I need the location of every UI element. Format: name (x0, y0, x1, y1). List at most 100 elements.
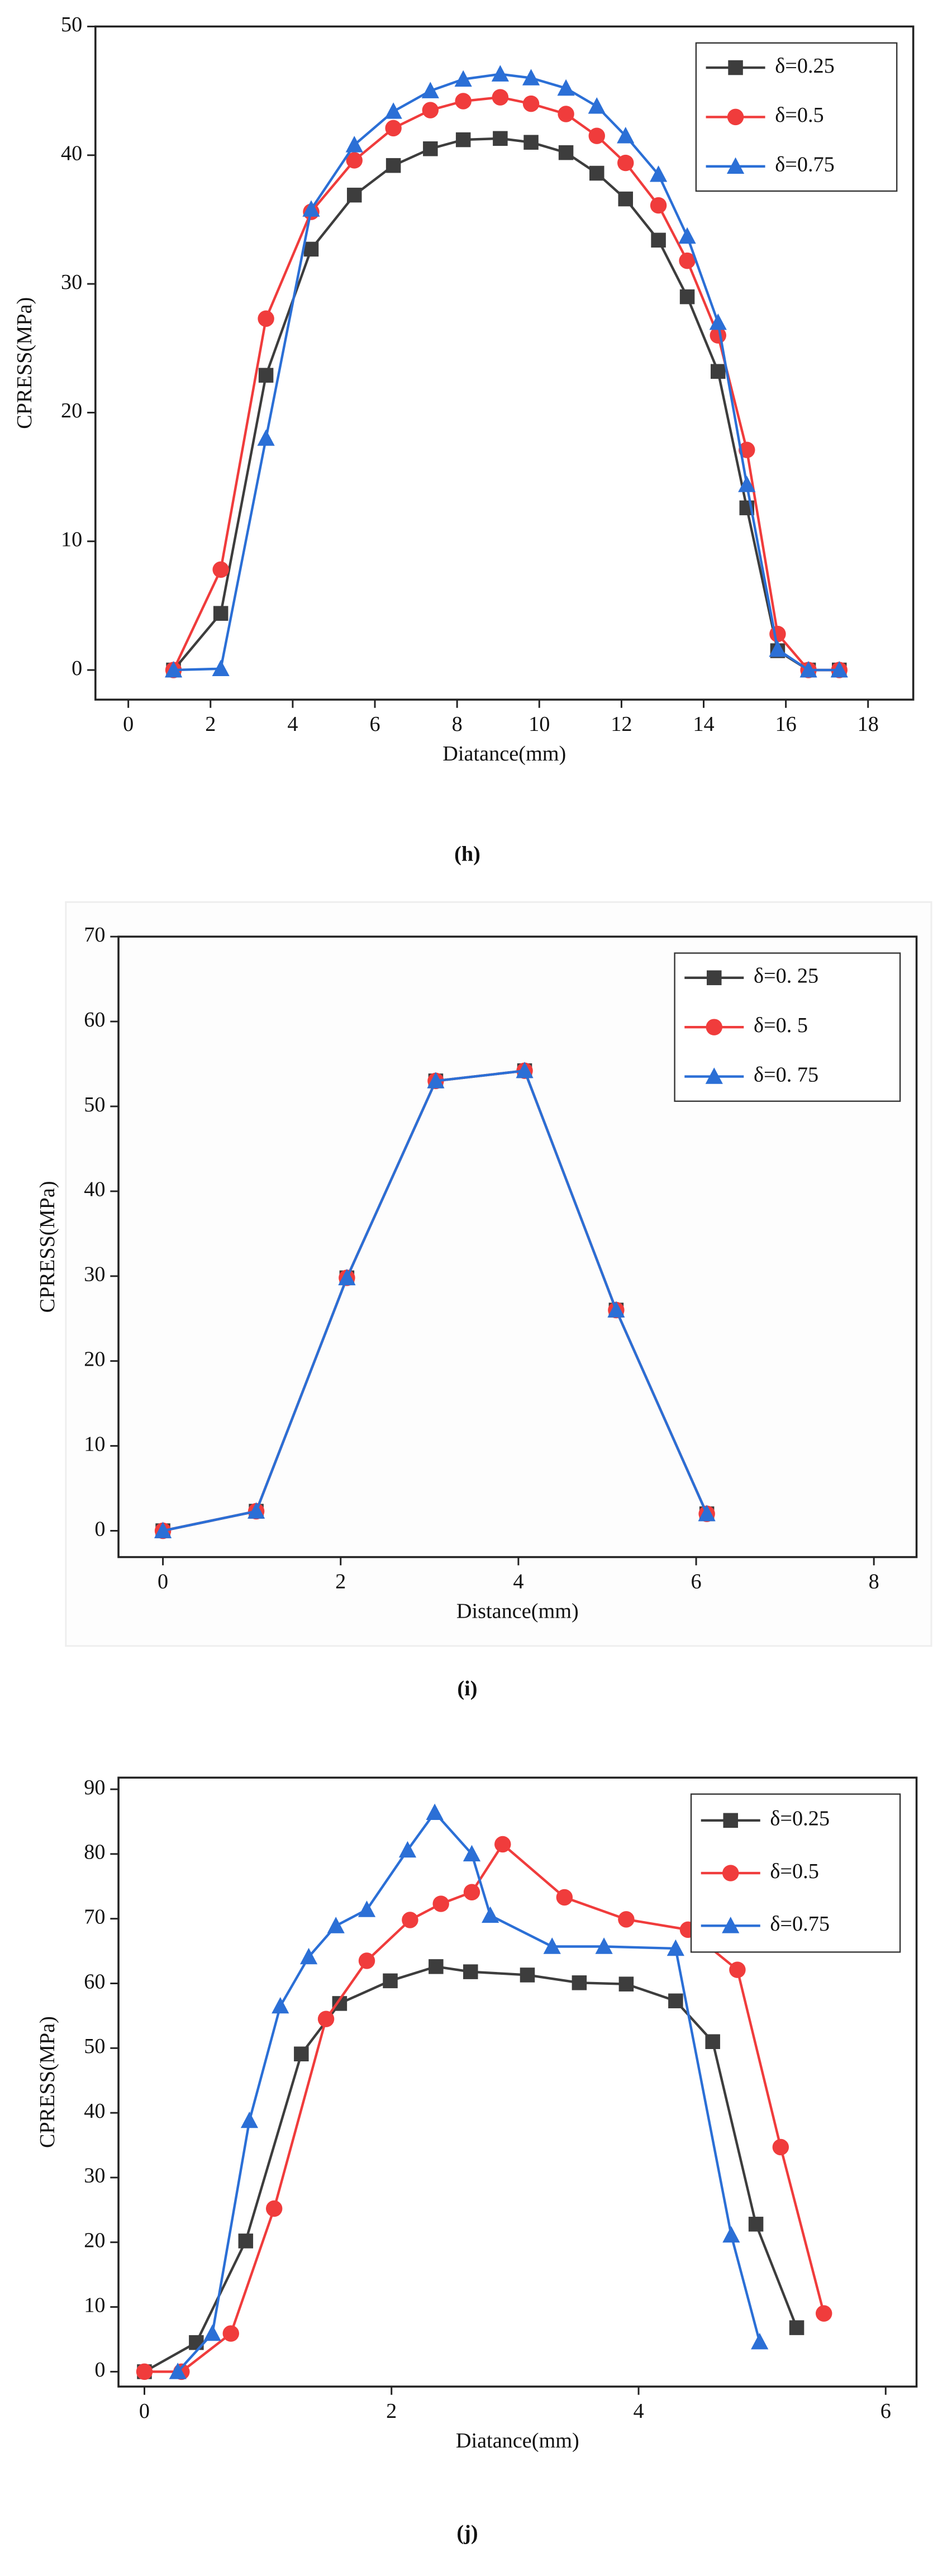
series-line (173, 73, 840, 672)
x-tick-label: 6 (691, 1570, 701, 1593)
x-axis-label: Diatance(mm) (442, 742, 566, 766)
y-tick-label: 20 (61, 399, 82, 422)
legend-marker (706, 1019, 722, 1035)
marker (679, 252, 696, 269)
marker (222, 2325, 240, 2342)
marker (212, 561, 229, 578)
x-tick-label: 4 (633, 2399, 644, 2423)
marker (522, 95, 540, 112)
marker (384, 102, 402, 119)
y-tick-label: 0 (72, 657, 82, 680)
legend-marker (723, 1813, 738, 1828)
marker (769, 625, 786, 643)
marker (421, 82, 439, 98)
marker (705, 2034, 720, 2049)
legend-marker (707, 970, 722, 986)
marker (238, 2233, 254, 2249)
series-line (177, 1810, 761, 2373)
y-tick-label: 40 (84, 2099, 105, 2123)
legend-label: δ=0. 5 (754, 1014, 808, 1037)
marker (709, 313, 727, 330)
marker (492, 89, 509, 106)
x-tick-label: 4 (513, 1570, 523, 1593)
marker (272, 1997, 289, 2014)
x-tick-label: 16 (775, 712, 796, 736)
y-tick-label: 10 (84, 1432, 105, 1456)
marker (402, 1912, 418, 1928)
marker (789, 2320, 805, 2335)
marker (247, 1502, 265, 1519)
y-tick-label: 0 (94, 2358, 105, 2382)
marker (358, 1900, 376, 1917)
marker (169, 2363, 187, 2379)
marker (772, 2138, 789, 2156)
marker (556, 1889, 573, 1906)
legend-label: δ=0.5 (775, 103, 823, 127)
y-tick-label: 30 (84, 2164, 105, 2188)
marker (427, 1072, 445, 1089)
x-tick-label: 18 (858, 712, 879, 736)
marker (523, 135, 539, 150)
marker (751, 2332, 769, 2350)
marker (432, 1895, 449, 1912)
x-axis-label: Distance(mm) (456, 1599, 579, 1623)
x-axis-label: Diatance(mm) (456, 2429, 579, 2453)
marker (815, 2305, 832, 2322)
marker (346, 187, 362, 203)
y-tick-label: 90 (84, 1776, 105, 1799)
x-tick-label: 10 (529, 712, 550, 736)
marker (769, 640, 787, 657)
legend-label: δ=0.75 (770, 1912, 830, 1936)
y-tick-label: 70 (84, 923, 105, 947)
plot-frame (117, 1776, 918, 2388)
marker (345, 136, 363, 153)
y-tick-label: 10 (84, 2293, 105, 2317)
marker (667, 1939, 684, 1956)
legend-marker (728, 60, 743, 75)
y-axis-label: CPRESS(MPa) (36, 1181, 59, 1313)
marker (213, 606, 229, 621)
marker (738, 476, 756, 492)
y-tick-label: 30 (61, 270, 82, 294)
marker (164, 660, 183, 678)
y-axis-label: CPRESS(MPa) (13, 297, 36, 429)
marker (588, 97, 606, 114)
marker (385, 158, 401, 173)
marker (491, 65, 509, 82)
marker (463, 1884, 480, 1900)
marker (522, 69, 540, 85)
marker (455, 132, 471, 148)
y-tick-label: 20 (84, 2229, 105, 2252)
y-tick-label: 50 (84, 2035, 105, 2058)
x-tick-label: 0 (158, 1570, 168, 1593)
y-tick-label: 10 (61, 528, 82, 552)
marker (558, 106, 574, 122)
marker (338, 1268, 356, 1286)
y-tick-label: 50 (61, 13, 82, 36)
marker (189, 2335, 204, 2350)
y-tick-label: 60 (84, 1008, 105, 1032)
marker (739, 441, 755, 458)
marker (265, 2200, 283, 2217)
marker (493, 131, 508, 146)
plot-frame (117, 935, 918, 1558)
x-tick-label: 8 (869, 1570, 879, 1593)
marker (618, 191, 633, 207)
marker (543, 1937, 561, 1954)
marker (258, 310, 274, 327)
y-tick-label: 60 (84, 1970, 105, 1993)
marker (454, 70, 472, 87)
x-tick-label: 6 (880, 2399, 891, 2423)
marker (327, 1917, 345, 1933)
marker (398, 1841, 417, 1858)
x-tick-label: 8 (452, 712, 463, 736)
x-tick-label: 6 (369, 712, 380, 736)
legend-label: δ=0.5 (770, 1860, 818, 1883)
marker (463, 1845, 481, 1862)
caption: (i) (457, 1677, 477, 1700)
marker (494, 1836, 511, 1853)
marker (595, 1937, 613, 1954)
marker (650, 197, 667, 214)
marker (346, 152, 363, 169)
